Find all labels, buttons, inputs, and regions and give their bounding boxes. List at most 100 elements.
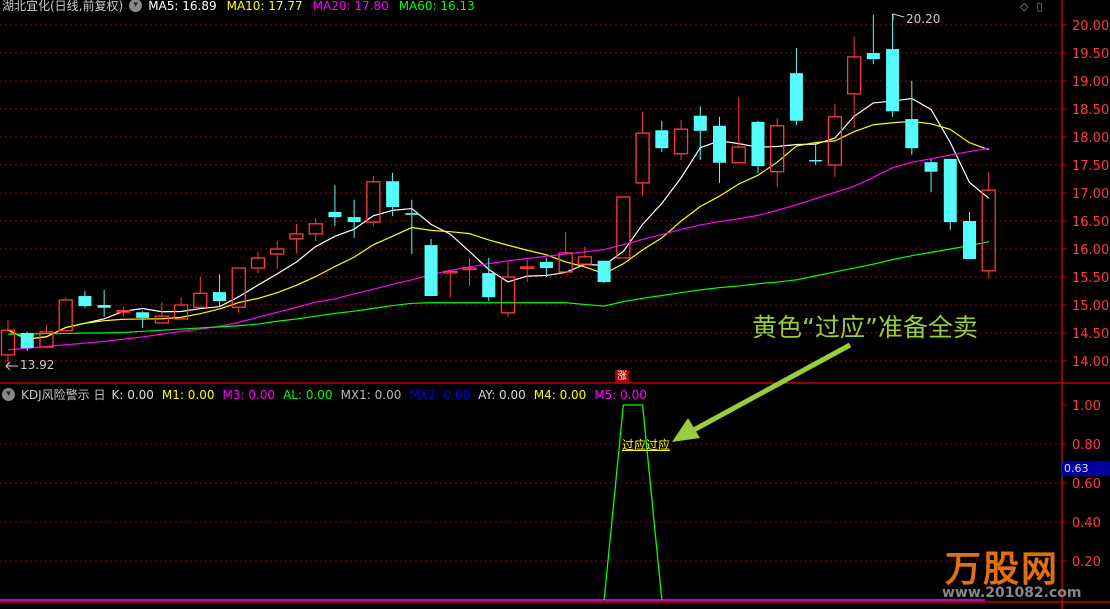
indicator-legend-item: M1: 0.00 [161,387,215,402]
candle-body [577,256,593,265]
candle-body [809,159,823,162]
candle-body [655,130,669,149]
logo-url: www.201082.com [942,585,1082,601]
candlesticks [0,13,996,366]
annotation-text: 黄色“过应”准备全卖 [752,313,978,342]
candle-body [39,331,54,348]
ma10-line [7,120,989,340]
candle-body [558,252,573,273]
axis-tick-label: 1.00 [1072,399,1101,414]
candle-body [366,181,381,223]
chevron-down-circle-icon[interactable]: ▾ [2,388,15,401]
indicator-legend-item: M4: 0.00 [533,387,587,402]
ma-legend-item: MA5: 16.89 [148,0,217,13]
axis-tick-label: 17.00 [1072,187,1109,202]
arrow-shaft [688,342,852,435]
candle-body [635,132,650,184]
annotation-arrow [672,342,852,442]
indicator-value-box: 0.63 [1062,461,1110,476]
axis-tick-label: 0.20 [1072,555,1101,570]
indicator-legend-item: K: 0.00 [111,387,154,402]
candle-body [789,73,803,121]
candle-body [713,125,727,163]
grid-lines [0,24,1062,562]
indicator-legend-item: MX2: 0.00 [409,387,471,402]
axis-tick-label: 14.00 [1072,355,1109,370]
candle-body [136,312,150,318]
axis-tick-label: 20.00 [1072,19,1109,34]
candle-body [520,266,535,270]
ma-legend-item: MA10: 17.77 [226,0,303,13]
main-chart-header: 湖北宜化(日线,前复权) ▾ MA5: 16.89 MA10: 17.77 MA20… [2,0,475,14]
axis-tick-label: 15.00 [1072,299,1109,314]
logo: 万股网 [945,549,1060,590]
candle-body [154,315,169,324]
extreme-labels: 20.20 13.92 [5,12,940,372]
ma-legend-item: MA20: 17.80 [312,0,389,13]
axis-tick-label: 0.80 [1072,438,1101,453]
candle-body [981,189,996,272]
candle-body [924,162,938,172]
axis-tick-label: 19.50 [1072,47,1109,62]
candle-body [97,305,111,308]
axis-tick-label: 15.50 [1072,271,1109,286]
axis-tick-label: 0.60 [1072,477,1101,492]
candle-body [673,128,689,155]
signal-label: 过应过应 [622,438,671,452]
low-label: 13.92 [20,358,54,372]
candle-body [693,115,707,131]
candle-body [482,273,496,298]
candle-body [0,329,16,356]
candle-body [731,146,746,164]
candle-body [250,257,266,269]
moving-average-lines [7,97,990,351]
candle-body [231,267,246,308]
ma-legend-item: MA60: 16.13 [398,0,475,13]
low-marker [5,361,18,371]
candle-body [443,270,458,274]
candle-body [905,119,919,149]
signal-line [603,404,663,601]
candle-body [173,304,189,320]
axis-tick-label: 18.00 [1072,131,1109,146]
candle-body [347,217,361,223]
candle-body [270,248,285,255]
diamond-icon[interactable]: ◇ [1020,0,1029,13]
candle-body [405,213,419,215]
candle-body [462,267,477,271]
candle-body [424,245,438,297]
indicator-name[interactable]: KDJ风险警示 日 [21,388,106,402]
candle-body [386,181,400,207]
ma20-line [7,147,989,351]
top-right-icons: ◇ ▯ [1020,0,1043,13]
indicator-legend-item: M5: 0.00 [594,387,647,402]
high-label: 20.20 [906,12,940,26]
candle-body [193,292,208,308]
indicator-legend: K: 0.00 M1: 0.00 M3: 0.00 AL: 0.00 MX1: 0.00… [111,388,646,402]
axis-tick-label: 18.50 [1072,103,1109,118]
axis-tick-label: 16.00 [1072,243,1109,258]
candle-body [308,223,323,235]
candle-body [500,276,516,314]
axis-tick-label: 17.50 [1072,159,1109,174]
chevron-down-circle-icon[interactable]: ▾ [129,0,143,12]
indicator-header: ▾ KDJ风险警示 日 K: 0.00 M1: 0.00 M3: 0.00 AL: 0… [2,386,647,403]
stock-title: 湖北宜化(日线,前复权) [2,0,124,13]
high-marker [892,13,905,20]
axis-tick-label: 0.40 [1072,516,1101,531]
candle-body [116,309,131,313]
ma-legend: MA5: 16.89 MA10: 17.77 MA20: 17.80 MA60: 16… [148,0,475,13]
candle-body [886,49,900,112]
ma60-line [8,241,989,335]
candle-body [751,121,765,167]
panel-toggle-icon[interactable]: ▯ [1036,0,1043,13]
candle-body [866,53,880,60]
candle-body [58,299,73,332]
indicator-lines [0,404,985,601]
axis-tick-label: 14.50 [1072,327,1109,342]
indicator-legend-item: MX1: 0.00 [340,387,402,402]
candle-body [846,56,862,95]
axis-tick-label: 16.50 [1072,215,1109,230]
candle-body [213,292,227,302]
